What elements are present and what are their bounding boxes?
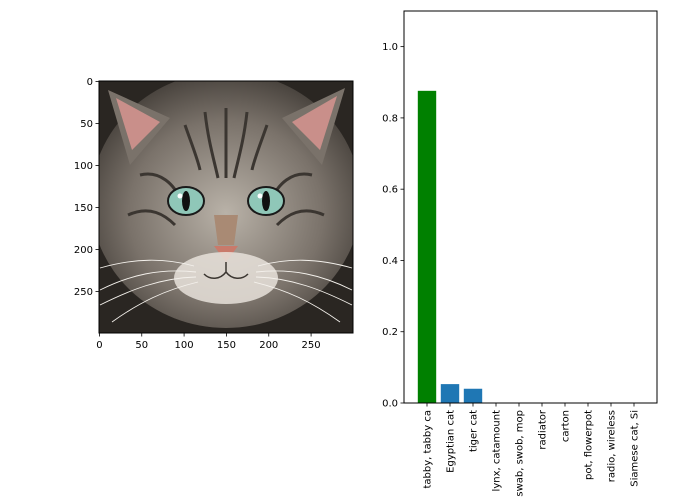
right-pupil — [262, 191, 270, 211]
bar-y-tick-label: 0.8 — [382, 113, 398, 124]
image-y-ticks: 0 50 100 150 200 250 — [74, 77, 99, 298]
bar-y-tick-label: 0.4 — [382, 256, 398, 267]
bars — [417, 90, 483, 404]
right-eye-glint — [257, 193, 263, 199]
bar-y-tick-label: 0.0 — [382, 399, 398, 410]
image-x-tick-label: 50 — [135, 340, 148, 351]
right-ear-inner — [292, 96, 337, 150]
nose-bridge — [214, 215, 238, 245]
bar-chart-panel: 0.0 0.2 0.4 0.6 0.8 1.0 tabby, tabby ca Egypti… — [382, 10, 658, 497]
bar-x-tick-label: swab, swob, mop — [515, 410, 526, 497]
bar-y-ticks: 0.0 0.2 0.4 0.6 0.8 1.0 — [382, 42, 404, 410]
bar-x-tick-label: tiger cat — [469, 410, 480, 452]
image-y-tick-label: 200 — [74, 245, 93, 256]
bar-x-tick-label: Siamese cat, Si — [630, 410, 641, 487]
image-y-tick-label: 250 — [74, 287, 93, 298]
image-x-tick-label: 200 — [259, 340, 278, 351]
bar-x-tick-label: radiator — [538, 409, 549, 450]
bar-y-tick-label: 1.0 — [382, 42, 398, 53]
bar-y-tick-label: 0.2 — [382, 327, 398, 338]
image-axes-frame — [98, 80, 354, 334]
bar-x-tick-label: tabby, tabby ca — [423, 410, 434, 489]
bar-axes-frame — [403, 10, 658, 404]
cat-muzzle — [174, 252, 278, 304]
cat-mouth — [203, 262, 249, 279]
left-eye-glint — [177, 193, 183, 199]
bar-y-tick-label: 0.6 — [382, 185, 398, 196]
image-y-tick-label: 150 — [74, 203, 93, 214]
image-x-ticks: 0 50 100 150 200 250 — [96, 333, 321, 351]
image-x-tick-label: 0 — [96, 340, 102, 351]
image-x-tick-label: 150 — [217, 340, 236, 351]
cat-image — [99, 81, 353, 333]
bar-x-ticks: tabby, tabby ca Egyptian cat tiger cat lynx… — [423, 403, 641, 497]
image-y-tick-label: 0 — [87, 77, 93, 88]
image-x-tick-label: 100 — [175, 340, 194, 351]
left-ear-inner — [116, 98, 160, 150]
image-x-tick-label: 250 — [302, 340, 321, 351]
bar-x-tick-label: Egyptian cat — [446, 410, 457, 473]
image-panel: 0 50 100 150 200 250 0 50 100 150 200 250 — [74, 77, 354, 351]
bar-x-tick-label: radio, wireless — [607, 410, 618, 482]
bar — [417, 90, 437, 404]
left-pupil — [182, 191, 190, 211]
image-y-tick-label: 50 — [80, 119, 93, 130]
whiskers — [99, 259, 353, 323]
bar-x-tick-label: pot, flowerpot — [584, 410, 595, 480]
bar — [463, 388, 483, 403]
cat-head — [99, 81, 353, 328]
bar-x-tick-label: carton — [561, 410, 572, 442]
bar-x-tick-label: lynx, catamount — [492, 410, 503, 492]
bar — [440, 384, 460, 403]
image-y-tick-label: 100 — [74, 161, 93, 172]
